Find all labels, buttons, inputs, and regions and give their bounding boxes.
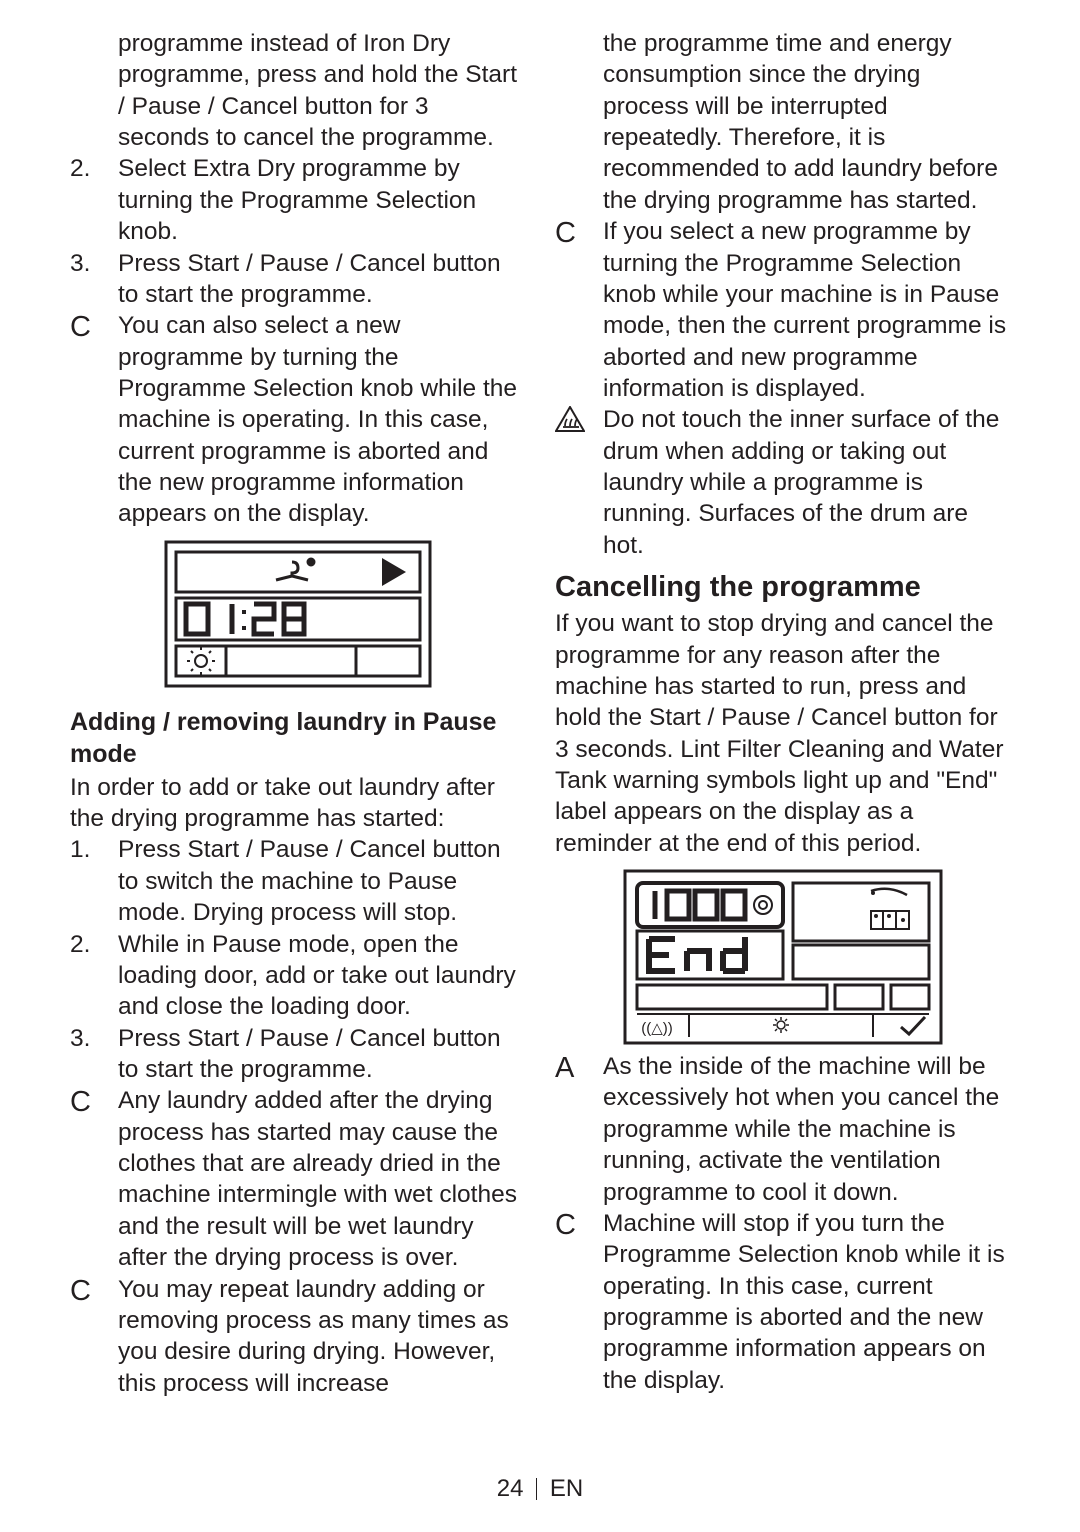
list-number: 3.: [70, 1023, 118, 1086]
note-c-icon: C: [70, 310, 118, 530]
subsection-intro: In order to add or take out laundry afte…: [70, 772, 525, 835]
footer-divider: [536, 1478, 537, 1500]
note-text: Machine will stop if you turn the Progra…: [603, 1208, 1010, 1396]
step-text: Press Start / Pause / Cancel button to s…: [118, 1023, 525, 1086]
page-lang: EN: [550, 1475, 583, 1502]
note-c-icon: C: [70, 1085, 118, 1273]
svg-text:((△)): ((△)): [641, 1020, 673, 1037]
left-column: programme instead of Iron Dry programme,…: [70, 28, 525, 1463]
section-body: If you want to stop drying and cancel th…: [555, 608, 1010, 859]
right-column: the programme time and energy consumptio…: [555, 28, 1010, 1463]
step-text: Press Start / Pause / Cancel button to s…: [118, 834, 525, 928]
subsection-heading: Adding / removing laundry in Pause mode: [70, 706, 525, 770]
continuation-text: the programme time and energy consumptio…: [555, 28, 1010, 216]
note-text: If you select a new programme by turning…: [603, 216, 1010, 404]
note-a-icon: A: [555, 1051, 603, 1208]
list-number: 1.: [70, 834, 118, 928]
warning-text: Do not touch the inner surface of the dr…: [603, 404, 1010, 561]
note-text: You can also select a new programme by t…: [118, 310, 525, 530]
leadin-text: programme instead of Iron Dry programme,…: [70, 28, 525, 153]
note-c-icon: C: [555, 216, 603, 404]
list-number: 2.: [70, 153, 118, 247]
note-text: You may repeat laundry adding or removin…: [118, 1274, 525, 1399]
step-text: Select Extra Dry programme by turning th…: [118, 153, 525, 247]
warning-hot-icon: [555, 404, 603, 561]
dryer-display-1: [164, 540, 432, 688]
note-text: As the inside of the machine will be exc…: [603, 1051, 1010, 1208]
page-number: 24: [497, 1475, 524, 1502]
note-c-icon: C: [555, 1208, 603, 1396]
step-text: While in Pause mode, open the loading do…: [118, 929, 525, 1023]
note-text: Any laundry added after the drying proce…: [118, 1085, 525, 1273]
list-number: 2.: [70, 929, 118, 1023]
section-heading: Cancelling the programme: [555, 569, 1010, 606]
page-footer: 24 EN: [70, 1475, 1010, 1503]
dryer-display-2: ((△)): [623, 869, 943, 1045]
step-text: Press Start / Pause / Cancel button to s…: [118, 248, 525, 311]
list-number: 3.: [70, 248, 118, 311]
note-c-icon: C: [70, 1274, 118, 1399]
